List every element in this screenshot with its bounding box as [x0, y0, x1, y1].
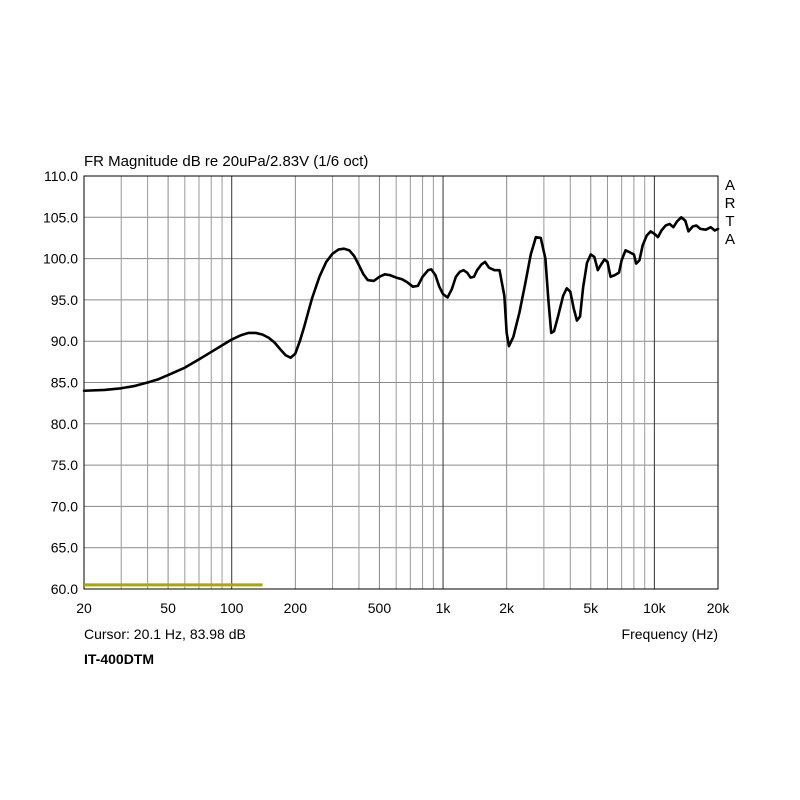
- y-tick-label: 85.0: [51, 375, 78, 391]
- x-tick-label: 500: [368, 600, 392, 616]
- y-tick-label: 75.0: [51, 457, 78, 473]
- x-tick-label: 1k: [436, 600, 452, 616]
- y-tick-label: 65.0: [51, 540, 78, 556]
- x-tick-label: 100: [220, 600, 244, 616]
- brand-letter: A: [725, 177, 735, 194]
- x-tick-label: 50: [160, 600, 176, 616]
- chart-title: FR Magnitude dB re 20uPa/2.83V (1/6 oct): [84, 153, 368, 170]
- y-tick-label: 95.0: [51, 292, 78, 308]
- x-axis-label: Frequency (Hz): [622, 626, 718, 642]
- brand-letter: A: [725, 231, 735, 248]
- cursor-readout: Cursor: 20.1 Hz, 83.98 dB: [84, 626, 246, 642]
- y-tick-label: 60.0: [51, 581, 78, 597]
- plot-border: [83, 175, 719, 590]
- series-group: [82, 216, 720, 393]
- x-tick-label: 5k: [583, 600, 599, 616]
- series-line: [82, 216, 720, 393]
- y-tick-label: 90.0: [51, 333, 78, 349]
- x-tick-label: 10k: [643, 600, 667, 616]
- y-tick-label: 70.0: [51, 498, 78, 514]
- x-tick-label: 20: [76, 600, 92, 616]
- brand-letter: R: [725, 195, 736, 212]
- x-tick-label: 200: [284, 600, 308, 616]
- y-tick-label: 100.0: [43, 251, 78, 267]
- y-tick-label: 80.0: [51, 416, 78, 432]
- y-axis: 110.0 105.0 100.0 95.0 90.0 85.0 80.0 75.0 70.0 6…: [43, 168, 78, 597]
- y-tick-label: 105.0: [43, 209, 78, 225]
- device-label: IT-400DTM: [84, 651, 154, 667]
- brand-letter: T: [725, 213, 734, 230]
- x-axis: 20 50 100 200 500 1k 2k 5k 10k 20k: [76, 600, 730, 616]
- y-tick-label: 110.0: [44, 168, 78, 184]
- x-tick-label: 2k: [499, 600, 515, 616]
- x-tick-label: 20k: [707, 600, 731, 616]
